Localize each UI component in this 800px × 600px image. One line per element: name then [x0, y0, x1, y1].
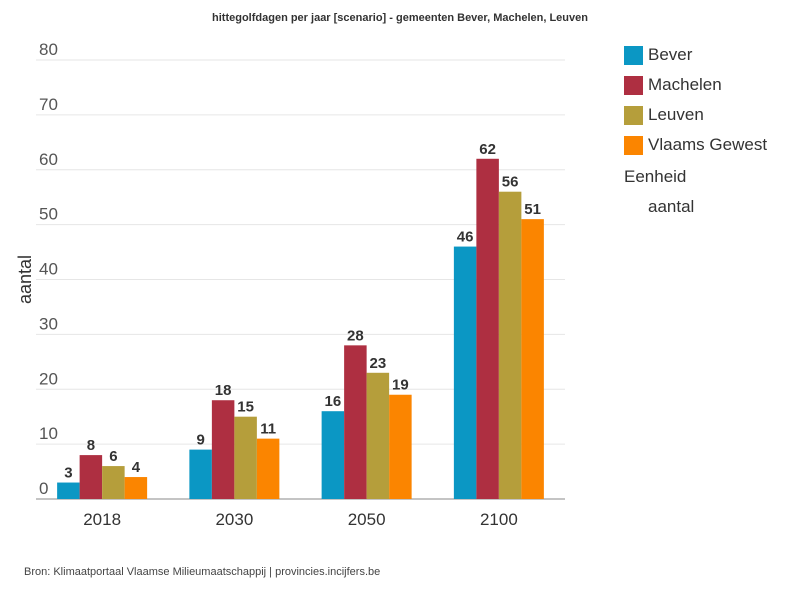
legend-swatch [624, 135, 643, 155]
data-label: 19 [392, 377, 409, 394]
y-axis-title: aantal [15, 255, 35, 304]
legend: Bever Machelen Leuven Vlaams Gewest Eenheid… [624, 40, 767, 222]
legend-swatch [624, 45, 643, 65]
chart-title: hittegolfdagen per jaar [scenario] - gem… [212, 12, 588, 24]
bar [234, 416, 257, 499]
bar [366, 372, 390, 499]
legend-item[interactable]: Leuven [624, 100, 767, 130]
data-label: 56 [502, 174, 519, 191]
data-label: 9 [196, 432, 204, 449]
legend-item[interactable]: Machelen [624, 70, 767, 100]
legend-swatch [624, 105, 643, 125]
data-label: 62 [479, 141, 496, 158]
data-label: 23 [370, 355, 387, 372]
y-tick-label: 50 [39, 205, 58, 224]
y-tick-label: 40 [39, 260, 58, 279]
bar [102, 466, 125, 499]
data-label: 15 [237, 399, 254, 416]
legend-items: Bever Machelen Leuven Vlaams Gewest [624, 40, 767, 160]
data-label: 11 [260, 421, 276, 438]
bar [389, 394, 412, 499]
x-tick-label: 2050 [348, 510, 386, 529]
bar [79, 455, 103, 499]
data-label: 46 [457, 229, 474, 246]
source-note: Bron: Klimaatportaal Vlaamse Milieumaats… [24, 566, 381, 578]
legend-label: Vlaams Gewest [648, 135, 768, 154]
legend-item[interactable]: Bever [624, 40, 767, 70]
bar [256, 438, 280, 499]
unit-value: aantal [648, 197, 695, 216]
data-label: 4 [132, 459, 141, 476]
y-tick-label: 10 [39, 424, 58, 443]
y-tick-label: 60 [39, 150, 58, 169]
legend-label: Machelen [648, 75, 722, 94]
unit-title: Eenheid [624, 167, 687, 186]
bar [57, 482, 80, 499]
data-label: 16 [325, 393, 342, 410]
x-tick-label: 2018 [83, 510, 121, 529]
data-label: 8 [87, 437, 95, 454]
legend-item[interactable]: Vlaams Gewest [624, 130, 767, 160]
bar [521, 219, 544, 499]
bar [211, 400, 235, 499]
bar [124, 477, 148, 499]
data-label: 18 [215, 382, 232, 399]
bar [453, 246, 477, 499]
y-tick-label: 30 [39, 314, 58, 333]
y-tick-label: 0 [39, 479, 48, 498]
legend-label: Bever [648, 45, 693, 64]
x-tick-label: 2030 [215, 510, 253, 529]
y-tick-label: 80 [39, 40, 58, 59]
bar [189, 449, 212, 499]
bar [321, 411, 345, 499]
bar [476, 158, 499, 499]
bar [498, 191, 522, 499]
x-tick-label: 2100 [480, 510, 518, 529]
data-label: 6 [109, 448, 117, 465]
y-tick-label: 20 [39, 369, 58, 388]
legend-label: Leuven [648, 105, 704, 124]
y-tick-label: 70 [39, 95, 58, 114]
data-label: 28 [347, 327, 364, 344]
data-label: 51 [524, 201, 541, 218]
legend-swatch [624, 75, 643, 95]
data-label: 3 [64, 465, 72, 482]
bar [344, 345, 367, 499]
